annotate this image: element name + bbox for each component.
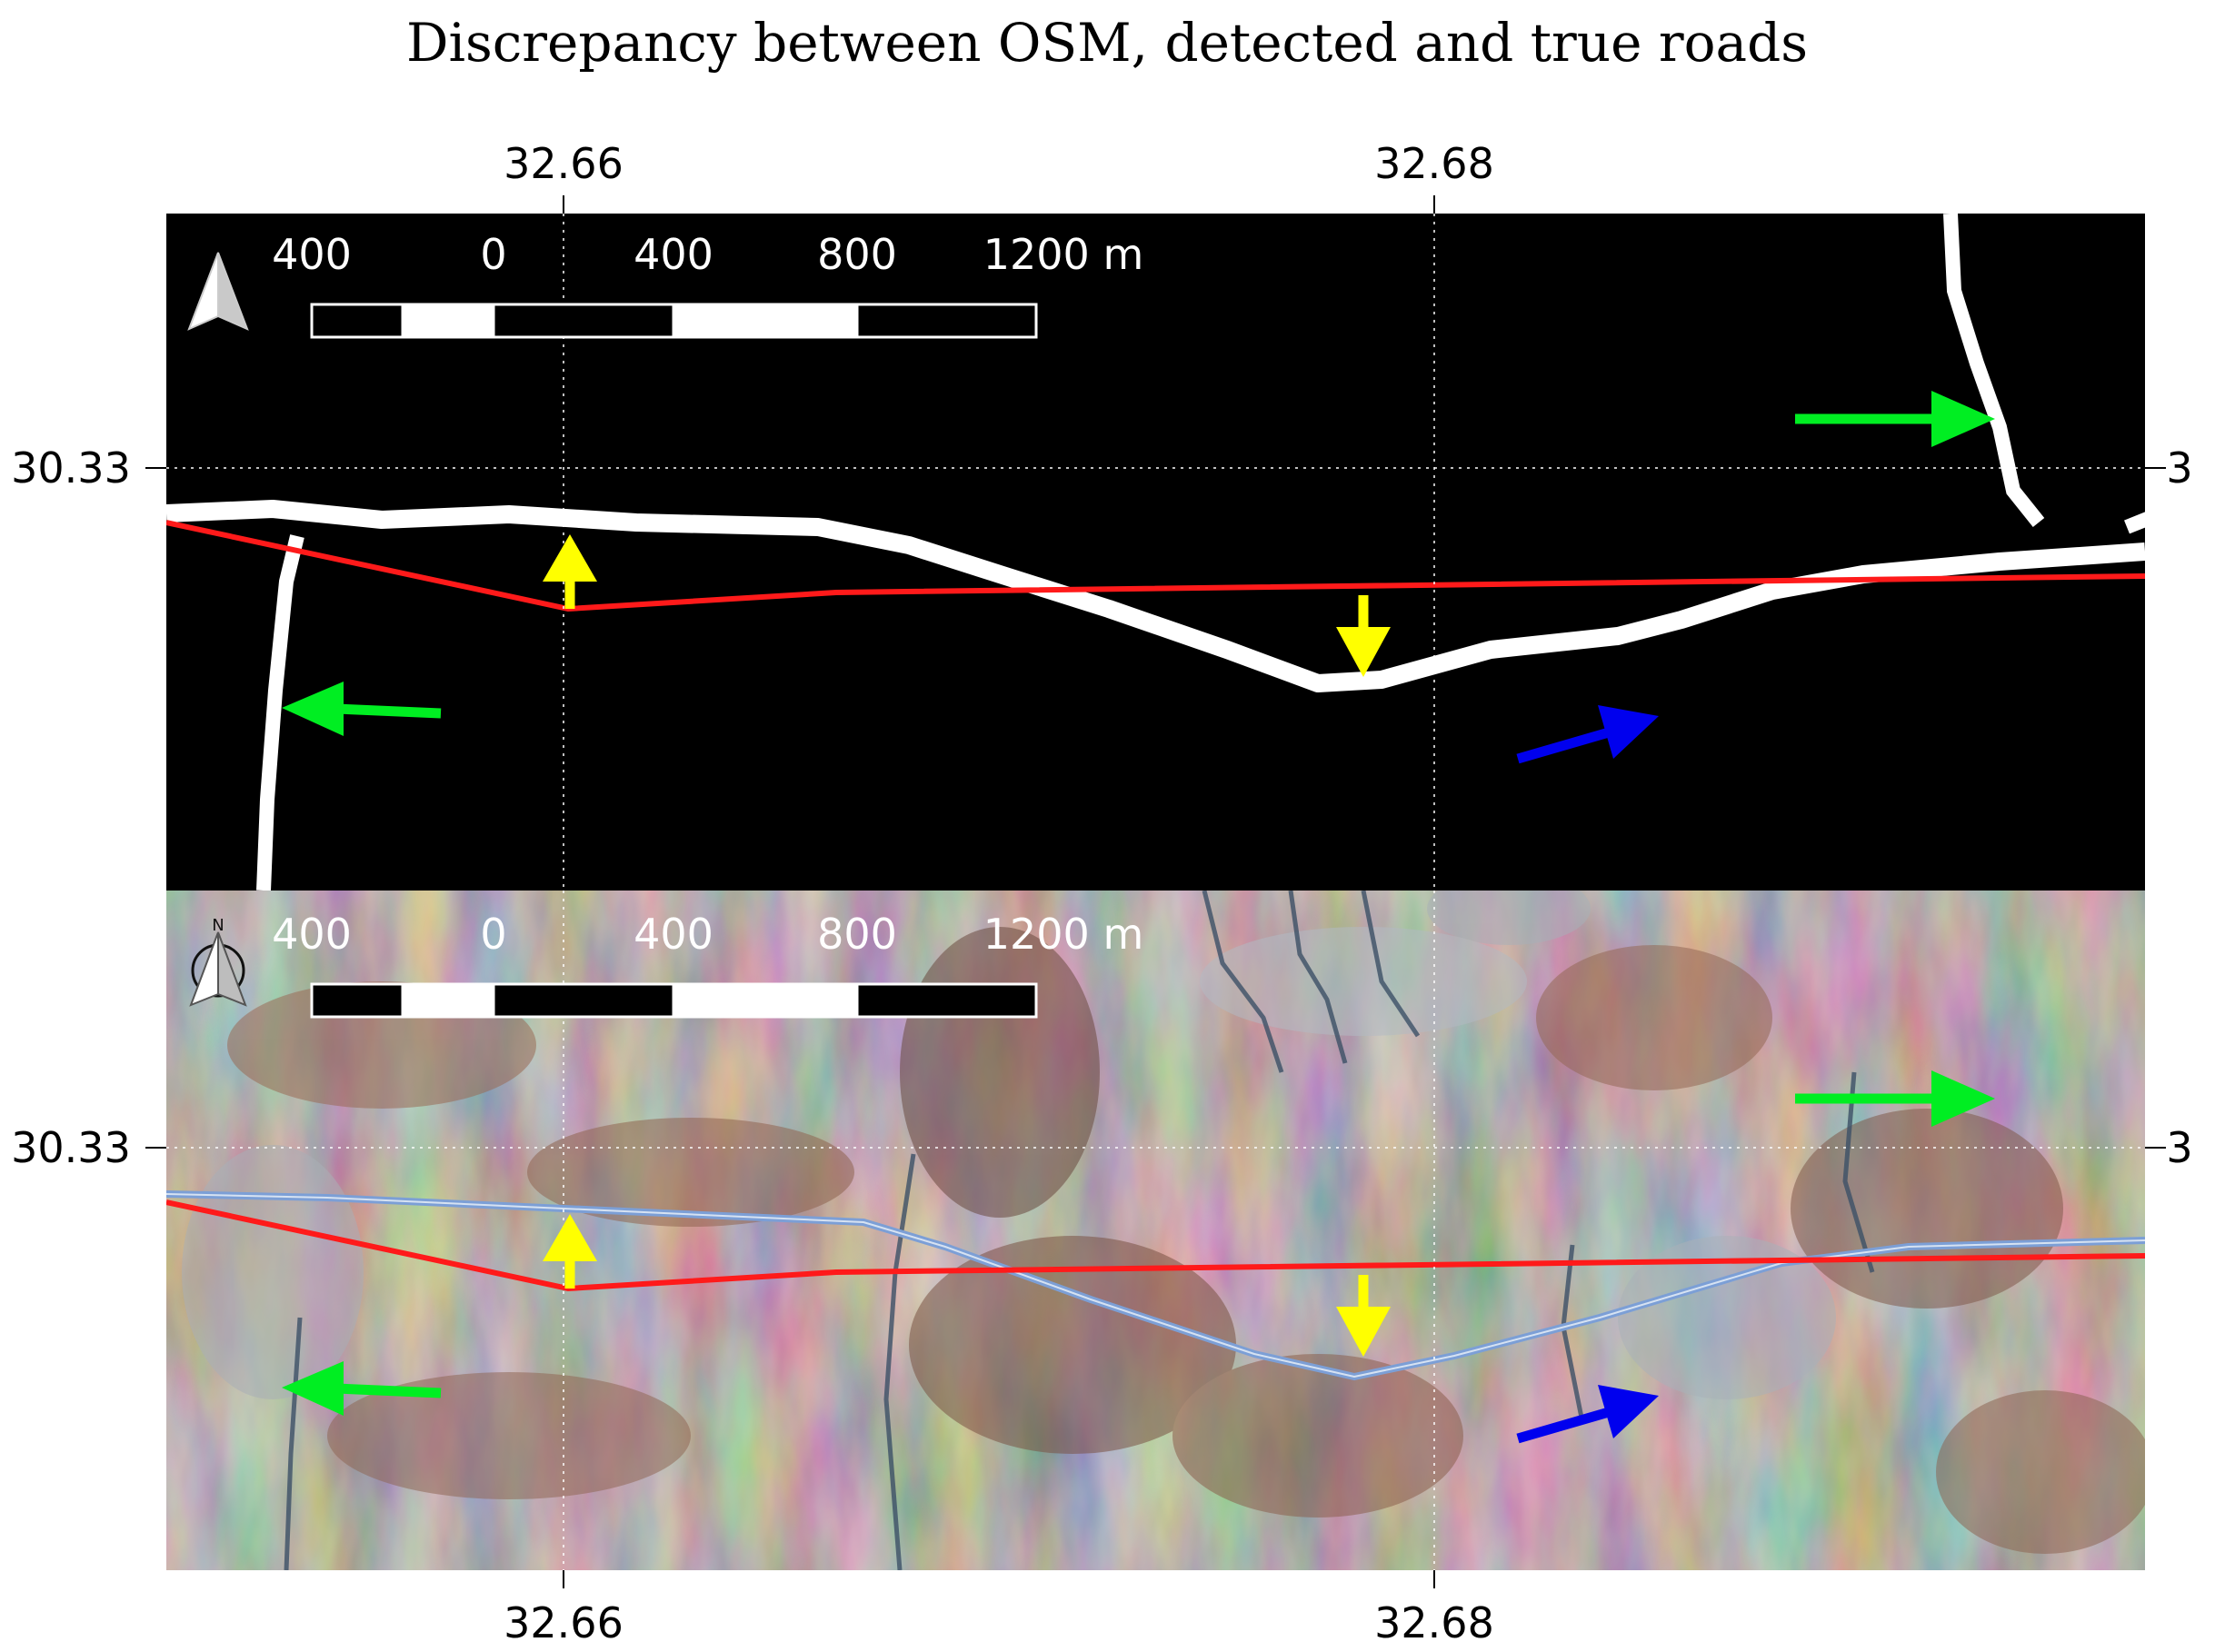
blue-arrow-icon: [1516, 1385, 1659, 1444]
detected-road-spur: [2124, 512, 2145, 534]
latitude-label-right: 3: [2166, 443, 2192, 493]
green-arrow-icon: [1795, 1070, 1995, 1127]
detected-road-left-vertical: [256, 534, 304, 891]
detected-road-main: [166, 500, 2145, 692]
blue-arrow-icon: [1516, 705, 1659, 764]
latitude-label-left: 30.33: [11, 1123, 131, 1172]
green-arrow-icon: [1795, 391, 1995, 447]
yellow-arrow-icon: [543, 1214, 597, 1289]
figure-title: Discrepancy between OSM, detected and tr…: [406, 12, 1808, 74]
scale-bar-label: 1200 m: [983, 910, 1144, 959]
north-letter: N: [212, 916, 224, 935]
yellow-arrow-icon: [1336, 1275, 1391, 1357]
top-longitude-label: 32.66: [504, 139, 624, 188]
scale-bar-label: 800: [817, 910, 897, 959]
scale-bar-top: 400 0 400 800 1200 m: [272, 230, 1144, 339]
scale-bar-label: 400: [272, 910, 352, 959]
yellow-arrow-icon: [1336, 595, 1391, 677]
scale-bar-bottom: 400 0 400 800 1200 m: [272, 910, 1144, 1019]
green-arrow-icon: [282, 1361, 442, 1416]
north-arrow-icon: N: [189, 916, 247, 1007]
scale-bar-label: 800: [817, 230, 897, 279]
annotation-arrows-top: [282, 391, 1995, 764]
top-longitude-label: 32.68: [1374, 139, 1494, 188]
osm-road-line: [166, 520, 2145, 612]
bottom-longitude-label: 32.68: [1374, 1598, 1494, 1647]
scale-bar-label: 400: [634, 910, 713, 959]
annotation-arrows-bottom: [282, 1070, 1995, 1444]
latitude-label-left: 30.33: [11, 443, 131, 493]
detected-road-right-vertical: [1943, 214, 2045, 527]
yellow-arrow-icon: [543, 534, 597, 609]
satellite-image-panel: [166, 891, 2145, 1570]
scale-bar-label: 1200 m: [983, 230, 1144, 279]
drainage-channels: [284, 891, 1875, 1570]
north-arrow-icon: [187, 252, 249, 331]
bottom-longitude-label: 32.66: [504, 1598, 624, 1647]
latitude-label-right: 3: [2166, 1123, 2192, 1172]
scale-bar-label: 0: [480, 230, 506, 279]
scale-bar-label: 400: [272, 230, 352, 279]
osm-road-line: [166, 1199, 2145, 1292]
scale-bar-label: 400: [634, 230, 713, 279]
scale-bar-label: 0: [480, 910, 506, 959]
green-arrow-icon: [282, 682, 442, 736]
